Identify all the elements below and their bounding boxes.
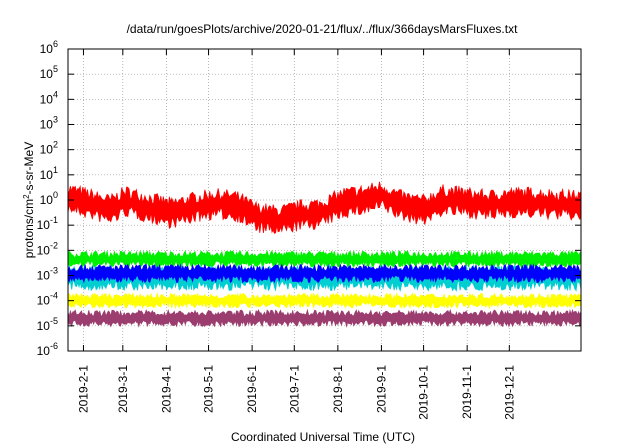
y-tick-label: 10-3 bbox=[37, 266, 58, 283]
x-tick-label: 2019-4-1 bbox=[159, 365, 173, 413]
y-tick-label: 10-5 bbox=[37, 316, 58, 333]
y-tick-label: 10-4 bbox=[37, 291, 58, 308]
x-tick-label: 2019-8-1 bbox=[331, 365, 345, 413]
y-tick-label: 102 bbox=[40, 140, 58, 157]
y-tick-label: 106 bbox=[40, 39, 58, 56]
y-label-suffix: -s-sr-MeV bbox=[22, 142, 36, 195]
y-axis-label: protons/cm2-s-sr-MeV bbox=[22, 142, 36, 258]
x-tick-label: 2019-12-1 bbox=[502, 365, 516, 420]
y-tick-label: 10-6 bbox=[37, 341, 58, 358]
y-tick-label: 105 bbox=[40, 64, 58, 81]
x-axis-label: Coordinated Universal Time (UTC) bbox=[231, 430, 415, 444]
x-tick-label: 2019-7-1 bbox=[287, 365, 301, 413]
x-tick-label: 2019-2-1 bbox=[76, 365, 90, 413]
x-tick-label: 2019-11-1 bbox=[460, 365, 474, 419]
flux-series-5 bbox=[67, 308, 582, 328]
axis-ticks: 10-6 10-5 10-4 10-3 10-2 10-1 100 101 102 103 104 1… bbox=[37, 39, 581, 420]
x-tick-label: 2019-5-1 bbox=[202, 365, 216, 413]
y-tick-label: 101 bbox=[40, 165, 58, 182]
flux-series-0 bbox=[67, 181, 582, 234]
x-tick-label: 2019-10-1 bbox=[417, 365, 431, 420]
y-tick-label: 104 bbox=[40, 89, 58, 106]
y-tick-label: 10-2 bbox=[37, 240, 58, 257]
chart-title: /data/run/goesPlots/archive/2020-01-21/f… bbox=[127, 22, 519, 36]
y-tick-label: 10-1 bbox=[37, 215, 58, 232]
y-tick-label: 103 bbox=[40, 115, 58, 132]
x-tick-label: 2019-9-1 bbox=[374, 365, 388, 413]
series-layer bbox=[67, 181, 582, 328]
y-tick-label: 100 bbox=[40, 190, 58, 207]
flux-series-4 bbox=[67, 292, 582, 310]
x-tick-label: 2019-3-1 bbox=[116, 365, 130, 413]
y-label-prefix: protons/cm bbox=[22, 199, 36, 258]
y-label-exponent: 2 bbox=[22, 194, 31, 199]
x-tick-label: 2019-6-1 bbox=[245, 365, 259, 413]
